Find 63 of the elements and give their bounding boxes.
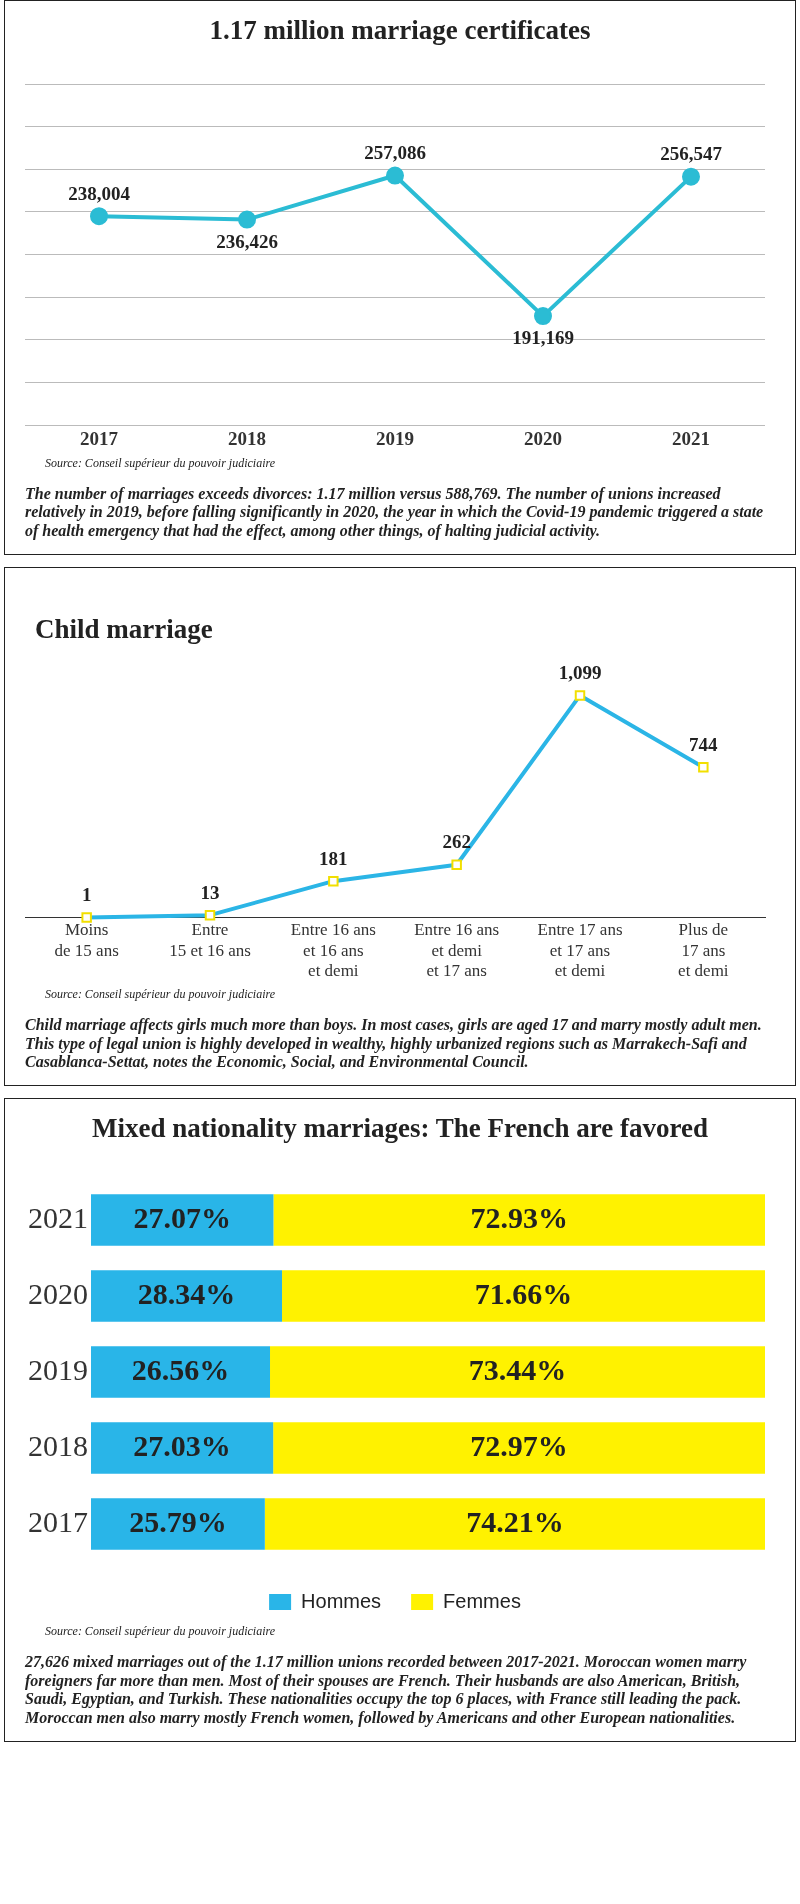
bar (91, 1194, 274, 1246)
x-tick-label: 2018 (228, 427, 266, 449)
bar (282, 1270, 765, 1322)
data-label: 181 (319, 847, 348, 869)
bar (91, 1498, 265, 1550)
x-tick-label: Entre 17 ans et 17 ans et demi (537, 920, 623, 981)
data-label: 27.03% (133, 1429, 231, 1463)
data-label: 25.79% (129, 1505, 227, 1539)
source-note: Source: Conseil supérieur du pouvoir judiciaire (45, 1624, 277, 1640)
point (238, 210, 256, 229)
point (386, 166, 404, 185)
y-tick-label: 2018 (28, 1429, 88, 1463)
data-label: 73.44% (468, 1353, 567, 1387)
bar (264, 1498, 765, 1550)
data-label: 262 (442, 831, 471, 853)
text: 27,626 mixed marriages out of the 1.17 million unions recorded between 2017-2021. Moroccan women marry foreigners far more than men. Most of their spouses are French. Their husbands are also American, British, Saudi, Egyptian, and Turkish. These nationalities occupy the top 6 places, with France still leading the pack. Moroccan men also marry mostly French women, followed by Americans and other European nationalities. (25, 1653, 748, 1727)
point (90, 207, 108, 226)
y-tick-label: 2021 (28, 1201, 88, 1235)
chart-title: Child marriage (35, 614, 214, 646)
data-label: 27.07% (133, 1201, 231, 1235)
bar (91, 1270, 283, 1322)
text: The number of marriages exceeds divorces: 1.17 million versus 588,769. The number of unions increased relatively in 2019, before falling significantly in 2020, the year in which the Covid-19 pandemic triggered a state of health emergency that had the effect, among other things, of halting judicial activity. (25, 485, 765, 541)
data-label: 257,086 (364, 141, 426, 163)
legend-label: Hommes (301, 1589, 382, 1612)
x-tick-label: 2017 (80, 427, 119, 449)
x-tick-label: Entre 16 ans et 16 ans et demi (290, 920, 376, 981)
source-note: Source: Conseil supérieur du pouvoir judiciaire (45, 456, 277, 471)
source-note: Source: Conseil supérieur du pouvoir judiciaire (45, 987, 277, 1003)
data-label: 744 (689, 733, 719, 755)
point (682, 167, 700, 186)
point (534, 307, 552, 326)
x-tick-label: Moins de 15 ans (54, 920, 119, 961)
chart-title: 1.17 million marriage certificates (208, 15, 592, 46)
data-label: 28.34% (137, 1277, 236, 1311)
x-tick-label: 2020 (524, 427, 562, 449)
bar (91, 1422, 274, 1474)
chart-title: Mixed nationality marriages: The French are favored (91, 1113, 709, 1145)
y-tick-label: 2017 (28, 1505, 88, 1539)
bar (273, 1194, 765, 1246)
y-tick-label: 2020 (28, 1277, 88, 1311)
data-label: 191,169 (512, 327, 574, 349)
data-label: 74.21% (466, 1505, 564, 1539)
data-label: 13 (200, 881, 220, 903)
x-tick-label: 2021 (672, 427, 710, 449)
text: Child marriage affects girls much more than boys. In most cases, girls are aged 17 and marry mostly adult men. This type of legal union is highly developed in wealthy, highly urbanized regions such as Marrakech-Safi and Casablanca-Settat, notes the Economic, Social, and Environmental Council. (25, 1016, 763, 1072)
data-label: 72.97% (470, 1429, 568, 1463)
data-label: 1 (81, 884, 92, 906)
x-tick-label: Entre 15 et 16 ans (169, 920, 251, 961)
data-label: 238,004 (68, 182, 131, 204)
x-tick-label: Entre 16 ans et demi et 17 ans (414, 920, 500, 981)
bar (273, 1422, 765, 1474)
bar (270, 1346, 765, 1398)
y-tick-label: 2019 (28, 1353, 88, 1387)
data-label: 1,099 (558, 662, 602, 684)
data-label: 236,426 (216, 230, 278, 252)
bar (91, 1346, 271, 1398)
data-label: 26.56% (131, 1353, 230, 1387)
data-label: 256,547 (660, 143, 723, 165)
legend-label: Femmes (443, 1589, 521, 1612)
data-label: 72.93% (470, 1201, 568, 1235)
x-tick-label: 2019 (376, 427, 414, 449)
x-tick-label: Plus de 17 ans et demi (678, 920, 729, 981)
data-label: 71.66% (474, 1277, 573, 1311)
